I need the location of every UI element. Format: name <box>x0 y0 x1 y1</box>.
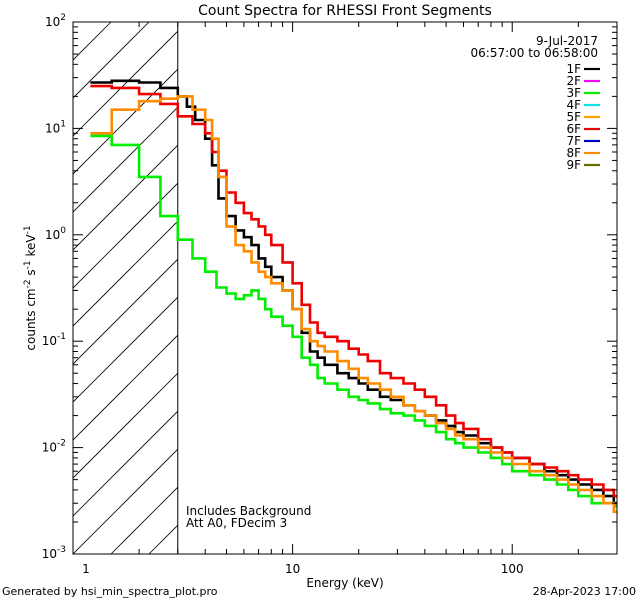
y-tick-labels: 10-3 10-2 10-1 100 101 102 <box>42 13 67 561</box>
hatch-line-11 <box>73 334 178 441</box>
legend-label-8F: 8F <box>566 146 581 160</box>
y-tick-label-4: 101 <box>45 119 66 135</box>
series-line-1F <box>90 79 617 505</box>
legend-label-5F: 5F <box>566 110 581 124</box>
x-axis-label: Energy (keV) <box>306 576 383 590</box>
annotation-background: Includes Background <box>186 504 311 518</box>
footer-generated-by: Generated by hsi_min_spectra_plot.pro <box>2 585 218 598</box>
hatch-line-8 <box>73 220 178 327</box>
time-range-label: 06:57:00 to 06:58:00 <box>471 46 598 60</box>
hatch-line-9 <box>73 258 178 365</box>
series-line-8F <box>90 95 617 513</box>
x-tick-labels: 10 100 <box>285 562 524 576</box>
footer-timestamp: 28-Apr-2023 17:00 <box>533 585 636 598</box>
legend-label-3F: 3F <box>566 86 581 100</box>
legend-label-6F: 6F <box>566 122 581 136</box>
legend-label-7F: 7F <box>566 134 581 148</box>
series-line-6F <box>90 84 617 498</box>
plot-frame <box>72 21 618 555</box>
hatch-line-5 <box>73 106 178 213</box>
y-tick-label-0: 10-3 <box>42 545 66 561</box>
axis-ticks <box>72 21 618 555</box>
hatch-line-7 <box>73 182 178 289</box>
legend-label-4F: 4F <box>566 98 581 112</box>
legend-label-2F: 2F <box>566 74 581 88</box>
legend-label-9F: 9F <box>566 158 581 172</box>
y-tick-label-3: 100 <box>45 226 66 242</box>
hatch-line-0 <box>73 22 74 23</box>
annotation-attenuator: Att A0, FDecim 3 <box>186 516 287 530</box>
date-label: 9-Jul-2017 <box>536 34 598 48</box>
hatch-line-1 <box>73 22 112 61</box>
hatch-line-13 <box>73 410 178 517</box>
hatch-line-12 <box>73 372 178 479</box>
legend-label-1F: 1F <box>566 62 581 76</box>
chart-title: Count Spectra for RHESSI Front Segments <box>198 3 492 19</box>
y-axis-label: counts cm-2 s-1 keV-1 <box>23 225 38 350</box>
hatch-line-14 <box>73 448 178 554</box>
x-tick-label-1: 1 <box>82 562 90 576</box>
series-group <box>90 79 617 513</box>
x-tick-label-10: 10 <box>285 562 300 576</box>
x-tick-label-100: 100 <box>501 562 524 576</box>
hatch-line-3 <box>73 30 178 137</box>
y-tick-label-2: 10-1 <box>42 332 66 348</box>
y-tick-label-5: 102 <box>45 13 66 29</box>
y-tick-label-1: 10-2 <box>42 439 66 455</box>
